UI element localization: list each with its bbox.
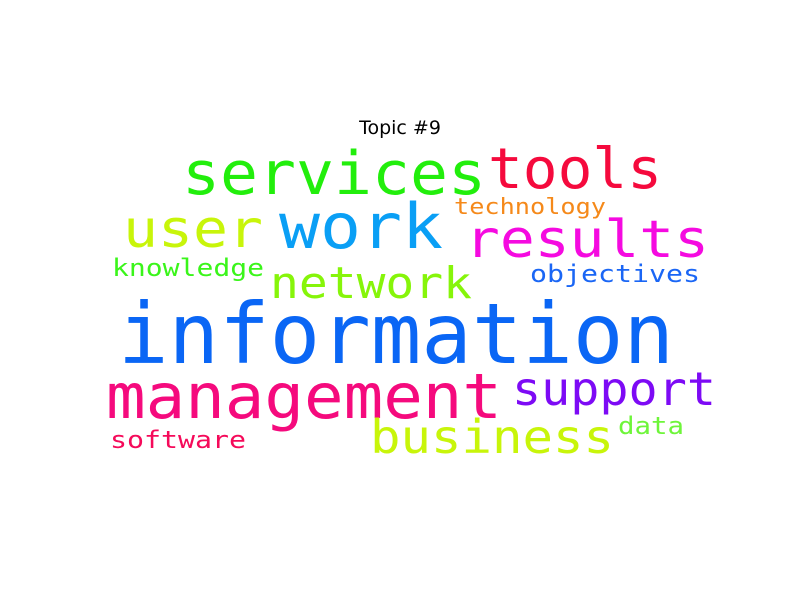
word-support: support [512,362,716,416]
word-network: network [270,258,472,309]
word-objectives: objectives [530,260,701,288]
word-tools: tools [488,137,663,202]
word-data: data [618,412,684,440]
word-work: work [279,190,444,263]
word-information: information [118,285,675,383]
word-user: user [123,200,263,260]
word-technology: technology [454,195,607,220]
word-results: results [465,210,710,270]
word-software: software [110,426,246,454]
word-services: services [182,139,487,209]
word-management: management [106,360,503,433]
word-knowledge: knowledge [112,254,264,282]
figure-title: Topic #9 [359,117,441,139]
word-business: business [370,410,615,464]
